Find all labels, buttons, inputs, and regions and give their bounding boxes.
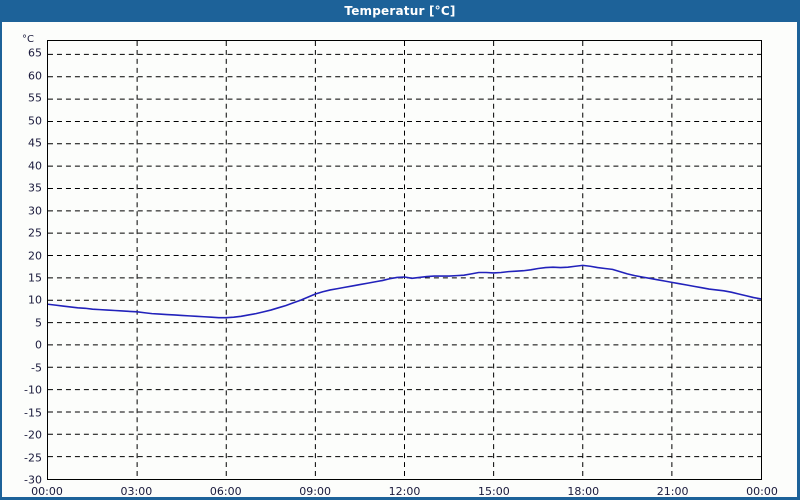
y-axis-tick-label: -5 [31, 361, 42, 375]
y-axis-tick-label: 55 [28, 91, 42, 105]
temperature-line-series [48, 264, 761, 319]
y-axis-tick-label: 0 [35, 338, 42, 352]
x-axis-tick-time: 06:00 [209, 485, 242, 498]
y-axis-tick-label: -20 [24, 428, 42, 442]
y-axis-tick-label: 25 [28, 226, 42, 240]
y-axis-tick-label: 40 [28, 159, 42, 173]
y-axis-tick-label: -30 [24, 473, 42, 487]
y-axis-tick-labels: 65 60 55 50 45 40 35 30 25 20 15 10 5 0 -5 -10 -15 -20 -25… [2, 40, 42, 487]
y-axis-tick-label: 45 [28, 136, 42, 150]
grid-lines [48, 41, 761, 479]
x-axis-tick-time: 09:00 [299, 485, 331, 498]
x-axis-tick-label: 09:0027.04.22 [291, 484, 340, 498]
x-axis-tick-time: 18:00 [567, 485, 600, 498]
x-axis-tick-labels: 00:0027.04.2203:0027.04.2206:0027.04.220… [31, 484, 778, 498]
window-title-bar: Temperatur [°C] [2, 0, 797, 22]
y-axis-tick-label: -15 [24, 406, 42, 420]
x-axis-tick-time: 15:00 [478, 485, 510, 498]
x-axis-tick-time: 00:00 [746, 485, 778, 498]
y-axis-tick-label: 60 [28, 69, 42, 83]
x-axis-tick-label: 15:0027.04.22 [469, 484, 518, 498]
plot-area [47, 40, 762, 480]
x-axis-tick-label: 00:0028.04.22 [738, 484, 787, 498]
window-title: Temperatur [°C] [344, 4, 456, 18]
y-axis-tick-label: -10 [24, 383, 42, 397]
x-axis-tick-label: 00:0027.04.22 [23, 484, 72, 498]
y-axis-tick-label: 50 [28, 114, 42, 128]
x-axis-tick-label: 21:0027.04.22 [648, 484, 697, 498]
y-axis-tick-label: 15 [28, 271, 42, 285]
x-axis-tick-time: 03:00 [120, 485, 153, 498]
y-axis-tick-label: 65 [28, 46, 42, 60]
y-axis-tick-label: 10 [28, 293, 42, 307]
y-axis-tick-label: 35 [28, 181, 42, 195]
x-axis-tick-label: 06:0027.04.22 [201, 484, 250, 498]
x-axis-tick-label: 18:0027.04.22 [559, 484, 608, 498]
series-path [48, 264, 761, 319]
y-axis-unit-label: °C [22, 34, 34, 45]
y-axis-tick-label: -25 [24, 451, 42, 465]
x-axis-tick-time: 21:00 [656, 485, 689, 498]
y-axis-tick-label: 30 [28, 204, 42, 218]
x-axis-tick-time: 12:00 [388, 485, 421, 498]
chart-area: °C 65 60 55 50 45 40 35 30 25 20 15 10 5 0 -5 -10 -15 -20… [2, 22, 797, 497]
x-axis-tick-label: 12:0027.04.22 [380, 484, 429, 498]
y-axis-tick-label: 5 [35, 316, 42, 330]
x-axis-tick-label: 03:0027.04.22 [112, 484, 161, 498]
y-axis-tick-label: 20 [28, 249, 42, 262]
x-axis-tick-time: 00:00 [31, 485, 63, 498]
